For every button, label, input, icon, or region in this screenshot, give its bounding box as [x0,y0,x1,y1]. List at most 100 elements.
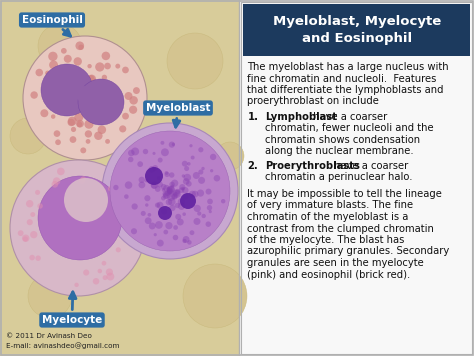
Circle shape [175,189,181,194]
Circle shape [161,196,166,200]
Circle shape [191,156,195,159]
Circle shape [119,125,126,132]
Circle shape [115,64,120,69]
Text: It may be impossible to tell the lineage: It may be impossible to tell the lineage [247,189,442,199]
Text: 2.: 2. [247,161,258,171]
Text: Myeloblast, Myelocyte
and Eosinophil: Myeloblast, Myelocyte and Eosinophil [273,15,441,45]
Circle shape [78,44,84,50]
Circle shape [133,87,140,94]
Text: Myelocyte: Myelocyte [42,292,102,325]
Circle shape [207,199,213,204]
Circle shape [197,211,201,216]
Circle shape [161,208,167,215]
Circle shape [182,174,185,178]
Circle shape [23,36,147,160]
Circle shape [63,75,68,80]
Circle shape [83,269,89,276]
Circle shape [88,85,97,95]
Circle shape [106,273,114,281]
Circle shape [198,147,203,152]
Circle shape [169,205,175,211]
Circle shape [163,193,169,199]
Circle shape [101,189,106,193]
Circle shape [99,94,104,99]
Circle shape [131,147,139,156]
Circle shape [76,120,84,127]
Circle shape [55,140,61,145]
Circle shape [174,192,178,195]
Circle shape [93,278,100,284]
Circle shape [167,33,223,89]
Circle shape [216,142,244,170]
Circle shape [157,182,163,188]
Circle shape [77,122,82,127]
Circle shape [214,175,220,182]
Circle shape [30,231,37,238]
Circle shape [131,228,137,234]
Circle shape [77,102,87,112]
Circle shape [131,203,138,210]
Circle shape [197,189,204,197]
Circle shape [101,52,110,60]
Circle shape [183,178,190,185]
Circle shape [67,119,75,126]
Circle shape [172,143,175,146]
Circle shape [207,205,212,210]
Circle shape [170,184,174,188]
Circle shape [18,230,24,236]
Circle shape [169,172,174,178]
Text: Eosinophil: Eosinophil [21,15,82,36]
Circle shape [38,176,122,260]
Circle shape [28,274,72,318]
Text: Myeloblast: Myeloblast [146,103,210,127]
Circle shape [82,88,90,95]
Circle shape [129,106,137,114]
Circle shape [10,160,146,296]
Circle shape [66,83,73,90]
Circle shape [108,186,113,192]
Circle shape [77,75,85,83]
Text: of the myelocyte. The blast has: of the myelocyte. The blast has [247,235,405,245]
Circle shape [48,52,57,61]
Circle shape [128,157,134,162]
Circle shape [206,221,211,227]
Text: (pink) and eosinophil (brick red).: (pink) and eosinophil (brick red). [247,269,410,279]
Circle shape [209,210,212,213]
Circle shape [37,203,43,209]
Circle shape [64,178,108,222]
Circle shape [85,89,92,95]
Bar [241,2,472,354]
Circle shape [82,104,91,113]
Circle shape [105,139,110,144]
Circle shape [104,63,111,69]
Circle shape [161,141,164,145]
Circle shape [38,24,82,68]
Circle shape [27,219,33,225]
Circle shape [164,171,168,175]
Circle shape [113,185,118,190]
Circle shape [172,194,178,200]
Circle shape [145,167,163,185]
Circle shape [201,167,205,170]
Text: © 2011 Dr Avinash Deo: © 2011 Dr Avinash Deo [6,333,92,339]
Circle shape [57,168,64,175]
Circle shape [141,211,146,216]
Circle shape [36,256,41,261]
Circle shape [167,191,171,194]
Circle shape [90,93,99,101]
Circle shape [166,199,172,205]
Text: fine chromatin and nucleoli.  Features: fine chromatin and nucleoli. Features [247,73,437,84]
Circle shape [189,191,196,198]
Circle shape [72,101,77,105]
Circle shape [67,89,74,95]
Circle shape [152,165,158,171]
Circle shape [168,198,175,205]
Circle shape [62,105,70,112]
Circle shape [73,57,82,66]
Circle shape [119,210,123,214]
Circle shape [58,86,68,96]
Circle shape [145,179,148,182]
Circle shape [193,218,201,225]
Circle shape [168,186,175,193]
Circle shape [175,214,181,220]
